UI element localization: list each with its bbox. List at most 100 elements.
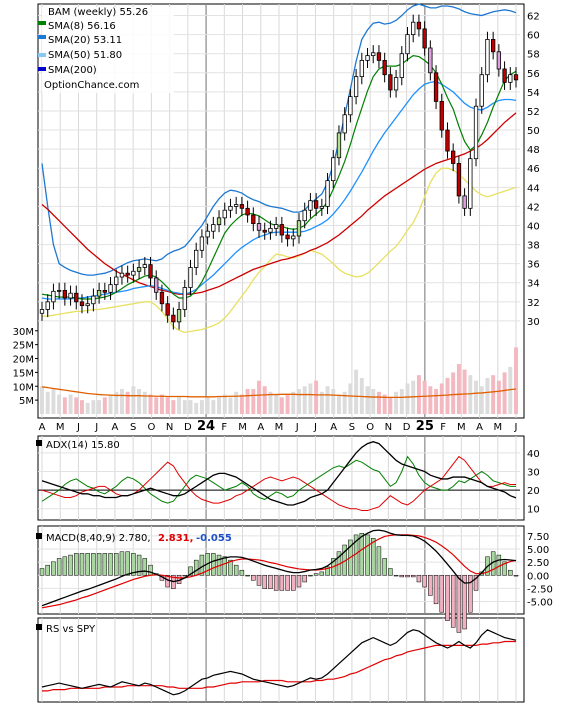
macd-histogram-bar: [251, 575, 256, 581]
macd-histogram-bar: [79, 553, 85, 576]
volume-bar: [302, 386, 307, 414]
candle-body: [102, 289, 107, 293]
volume-bar: [279, 397, 284, 414]
x-month-label: A: [39, 422, 46, 433]
rs-average-line: [42, 640, 516, 692]
watermark: OptionChance.com: [44, 80, 139, 91]
candle-body: [513, 74, 519, 81]
candle-body: [508, 74, 513, 83]
volume-bar: [342, 391, 347, 414]
candle-body: [365, 55, 370, 61]
candle-body: [51, 290, 56, 303]
macd-histogram-bar: [445, 575, 450, 621]
macd-histogram-bar: [91, 553, 96, 576]
volume-bar: [171, 400, 176, 414]
volume-bar: [182, 400, 187, 414]
volume-bar: [217, 397, 222, 414]
candle-body: [228, 205, 233, 211]
legend-swatch-sma20: [38, 35, 46, 39]
volume-bar: [228, 397, 233, 414]
macd-signal-line: [41, 534, 517, 609]
price-tick-label: 40: [527, 221, 540, 232]
candle-body: [313, 200, 319, 209]
adx-tick-label: 10: [527, 505, 540, 516]
volume-bar: [148, 394, 153, 414]
volume-bar: [199, 400, 204, 414]
macd-histogram-bar: [319, 571, 325, 576]
candle-body: [411, 21, 416, 36]
macd-histogram-bar: [388, 568, 393, 576]
volume-bar: [119, 389, 124, 414]
candle-body: [56, 289, 62, 292]
volume-bar: [479, 386, 484, 414]
price-tick-label: 46: [527, 164, 540, 175]
volume-bar: [508, 366, 513, 414]
macd-histogram-bar: [439, 575, 444, 613]
macd-histogram-bar: [188, 566, 193, 576]
volume-bar: [474, 380, 478, 414]
volume-tick-label: 30M: [13, 327, 34, 338]
macd-histogram-bar: [456, 575, 462, 633]
macd-line: [41, 529, 517, 607]
candle-body: [136, 267, 142, 272]
macd-histogram-bar: [85, 553, 90, 576]
candle-body: [131, 270, 136, 276]
candle-body: [194, 249, 199, 268]
volume-bar: [234, 391, 239, 414]
candle-body: [211, 224, 216, 232]
candle-body: [74, 292, 79, 303]
macd-histogram-bar: [182, 575, 187, 577]
candle-body: [331, 157, 336, 182]
x-month-label: A: [112, 422, 119, 433]
x-month-label: S: [130, 422, 136, 433]
macd-histogram-bar: [462, 575, 467, 630]
x-month-label: J: [313, 422, 317, 433]
macd-histogram-bar: [56, 558, 62, 576]
candle-body: [222, 209, 227, 219]
macd-histogram-bar: [422, 575, 427, 588]
candle-body: [428, 47, 433, 74]
x-month-label: D: [403, 422, 411, 433]
volume-tick-label: 5M: [19, 396, 34, 407]
macd-histogram-bar: [74, 553, 79, 576]
price-tick-label: 34: [527, 279, 540, 290]
candle-body: [256, 223, 262, 231]
candle-body: [382, 59, 387, 76]
macd-histogram-bar: [371, 538, 376, 576]
candle-body: [348, 96, 353, 116]
macd-histogram-bar: [262, 575, 267, 589]
volume-bar: [405, 383, 410, 414]
adx-label: ADX(14) 15.80: [46, 440, 120, 451]
candle-body: [468, 158, 473, 209]
price-tick-label: 54: [527, 88, 540, 99]
macd-histogram-bar: [62, 556, 68, 576]
rs-line: [41, 629, 517, 696]
macd-histogram-bar: [513, 575, 519, 577]
macd-histogram-bar: [102, 553, 108, 576]
x-month-label: A: [476, 422, 483, 433]
volume-bar: [165, 397, 170, 414]
price-tick-label: 56: [527, 69, 540, 80]
legend-sma50: SMA(50) 51.80: [48, 50, 122, 61]
macd-histogram-bar: [114, 553, 119, 576]
macd-histogram-bar: [142, 558, 148, 576]
x-month-label: J: [295, 422, 299, 433]
candle-body: [245, 207, 250, 216]
macd-label: MACD(8,40,9) 2.780,: [46, 533, 151, 544]
candle-body: [285, 234, 290, 240]
macd-histogram-bar: [428, 575, 433, 596]
volume-bar: [251, 389, 256, 414]
price-tick-label: 36: [527, 260, 540, 271]
x-month-label: M: [238, 422, 247, 433]
volume-tick-label: 10M: [13, 382, 34, 393]
macd-histogram-bar: [68, 554, 73, 576]
price-tick-label: 44: [527, 183, 540, 194]
macd-histogram-bar: [233, 564, 239, 576]
volume-bar: [51, 389, 56, 414]
candle-body: [388, 74, 393, 91]
candle-body: [336, 132, 342, 159]
volume-bar: [125, 391, 130, 414]
candle-body: [205, 230, 210, 238]
macd-histogram-bar: [296, 575, 302, 588]
